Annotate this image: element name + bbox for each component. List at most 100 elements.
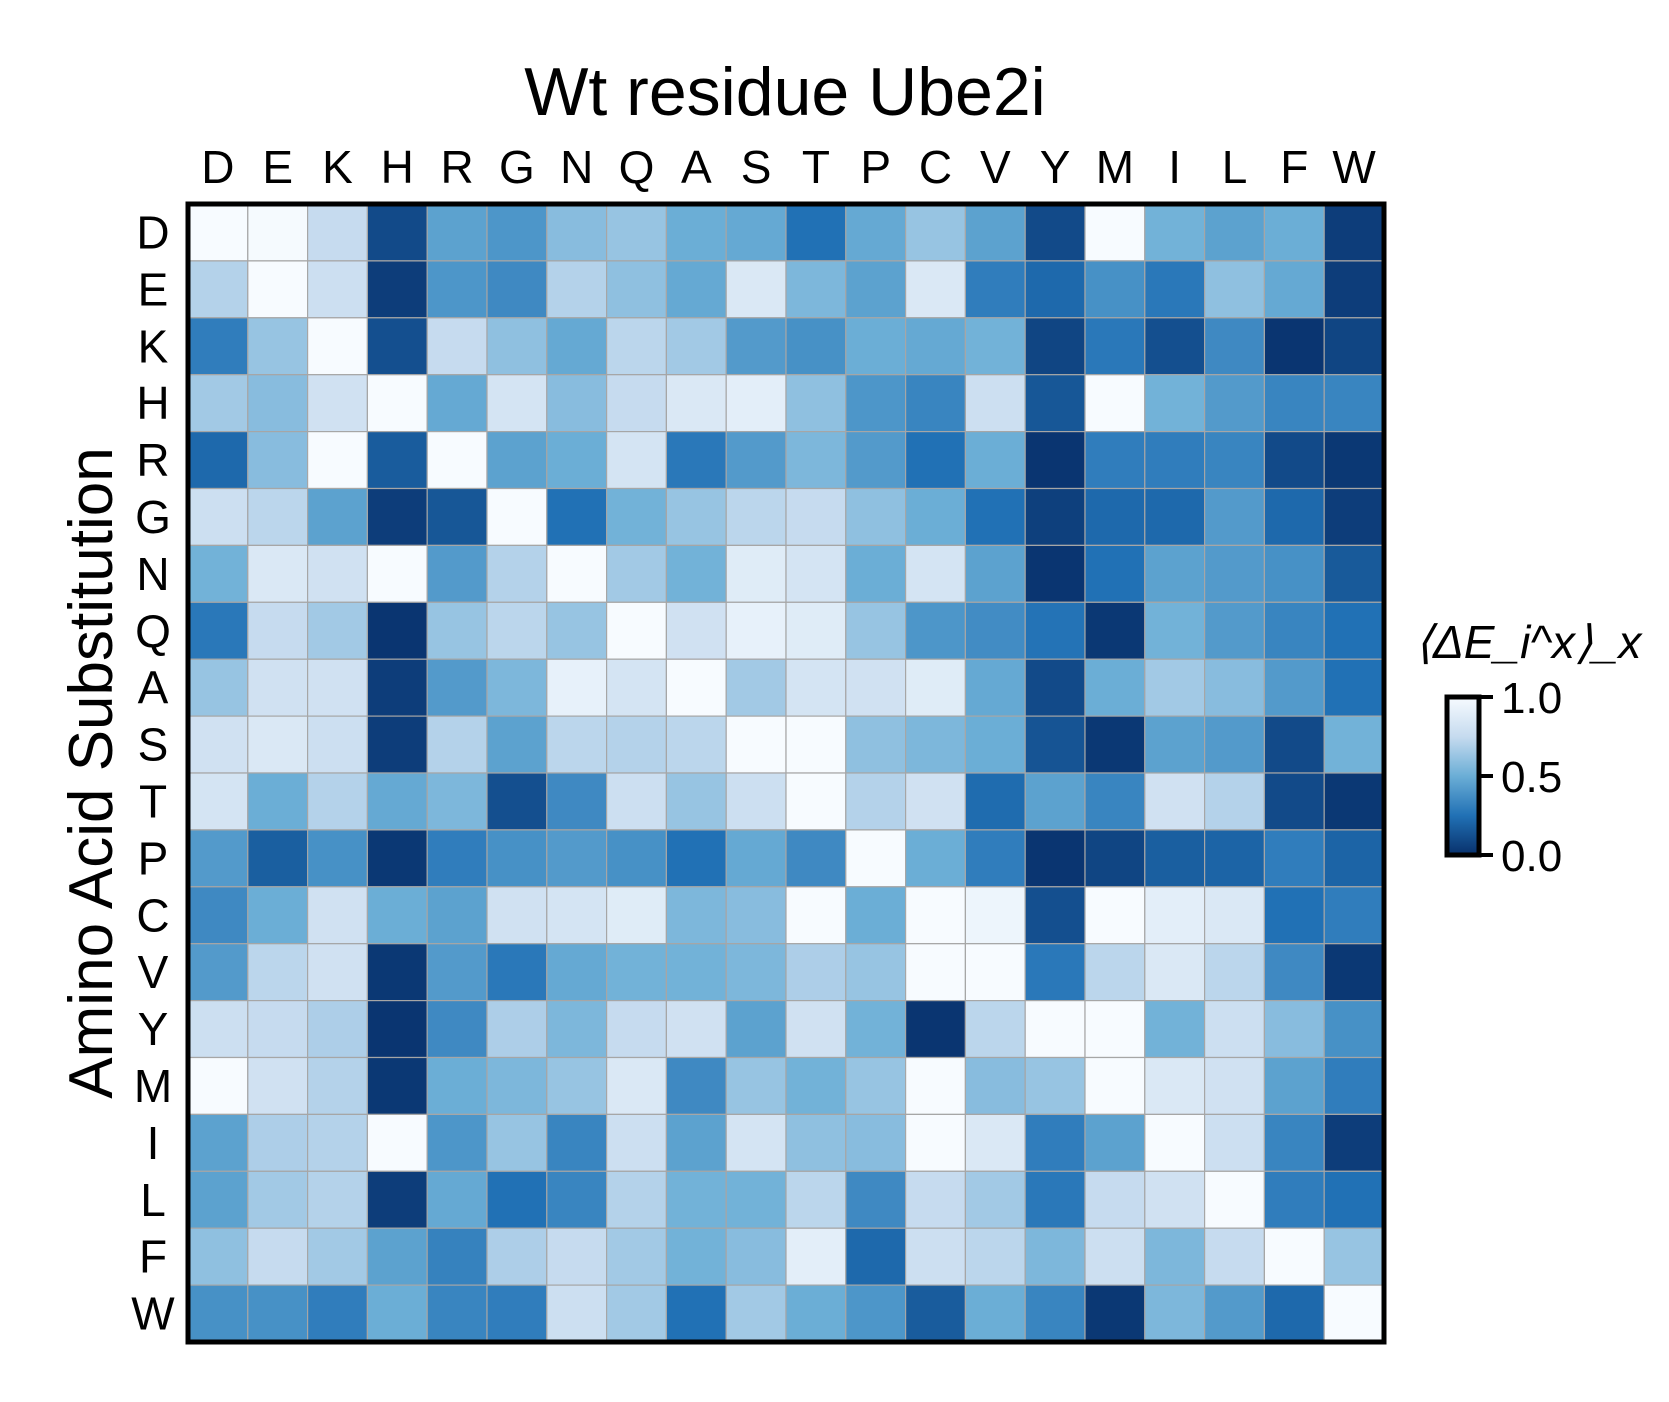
heatmap-cell-F-D	[187, 1227, 249, 1286]
heatmap-cell-K-N	[546, 317, 608, 376]
heatmap-cell-K-V	[964, 317, 1026, 376]
heatmap-cell-K-K	[307, 317, 369, 376]
x-tick-label: H	[381, 141, 414, 193]
heatmap-cell-F-C	[904, 1227, 966, 1286]
heatmap-cell-M-W	[1323, 1056, 1385, 1116]
heatmap-cell-F-G	[486, 1227, 548, 1286]
x-tick-label: V	[980, 141, 1011, 193]
heatmap-cell-L-S	[725, 1170, 787, 1229]
heatmap-cell-L-N	[546, 1170, 608, 1229]
heatmap-cell-L-W	[1323, 1170, 1385, 1229]
heatmap-cell-R-K	[307, 431, 369, 490]
heatmap-cell-S-I	[1144, 715, 1206, 774]
heatmap-cell-N-D	[187, 544, 249, 603]
heatmap-cell-E-D	[187, 260, 249, 319]
heatmap-cell-Y-T	[785, 999, 847, 1059]
heatmap-cell-Q-S	[725, 601, 787, 660]
heatmap-cell-L-G	[486, 1170, 548, 1229]
heatmap-cell-H-S	[725, 374, 787, 433]
heatmap-cell-N-I	[1144, 544, 1206, 603]
heatmap-cell-N-N	[546, 544, 608, 603]
heatmap-cell-C-E	[247, 886, 309, 945]
heatmap-cell-Q-R	[426, 601, 488, 660]
y-tick-label: Q	[135, 605, 171, 657]
heatmap-cell-K-A	[665, 317, 727, 376]
heatmap-cell-F-Y	[1024, 1227, 1086, 1286]
heatmap-cell-E-A	[665, 260, 727, 319]
heatmap-cell-P-H	[366, 829, 428, 888]
heatmap-cell-W-Q	[605, 1284, 667, 1343]
heatmap-cell-R-V	[964, 431, 1026, 490]
heatmap-cell-L-E	[247, 1170, 309, 1229]
heatmap-cell-T-G	[486, 772, 548, 831]
heatmap-cell-D-K	[307, 203, 369, 262]
heatmap-cell-M-M	[1084, 1056, 1146, 1116]
heatmap-cell-G-M	[1084, 487, 1146, 547]
heatmap-cell-Y-F	[1263, 999, 1325, 1059]
heatmap-cell-I-V	[964, 1113, 1026, 1172]
heatmap-cell-I-L	[1203, 1113, 1265, 1172]
x-tick-label: M	[1096, 141, 1134, 193]
heatmap-cell-S-N	[546, 715, 608, 774]
heatmap-cell-L-L	[1203, 1170, 1265, 1229]
heatmap-cell-F-M	[1084, 1227, 1146, 1286]
x-tick-label: G	[499, 141, 535, 193]
heatmap-cell-T-F	[1263, 772, 1325, 831]
heatmap-cell-F-H	[366, 1227, 428, 1286]
heatmap-cell-P-P	[845, 829, 907, 888]
heatmap-cell-H-G	[486, 374, 548, 433]
heatmap-cell-V-L	[1203, 943, 1265, 1002]
heatmap-cell-T-W	[1323, 772, 1385, 831]
heatmap-cell-Q-L	[1203, 601, 1265, 660]
heatmap-cell-K-E	[247, 317, 309, 376]
heatmap-cell-L-D	[187, 1170, 249, 1229]
heatmap-cell-S-M	[1084, 715, 1146, 774]
heatmap-cell-N-M	[1084, 544, 1146, 603]
heatmap-cell-Y-G	[486, 999, 548, 1059]
heatmap-cell-I-P	[845, 1113, 907, 1172]
heatmap-cell-S-S	[725, 715, 787, 774]
heatmap-cell-M-Q	[605, 1056, 667, 1116]
heatmap-cell-E-S	[725, 260, 787, 319]
heatmap-cell-S-Y	[1024, 715, 1086, 774]
heatmap-cell-H-N	[546, 374, 608, 433]
heatmap-cell-E-N	[546, 260, 608, 319]
heatmap-cell-M-N	[546, 1056, 608, 1116]
heatmap-cell-R-Q	[605, 431, 667, 490]
heatmap-cell-C-G	[486, 886, 548, 945]
heatmap-cell-G-P	[845, 487, 907, 547]
heatmap-cell-F-E	[247, 1227, 309, 1286]
heatmap-cell-S-V	[964, 715, 1026, 774]
heatmap-cell-M-E	[247, 1056, 309, 1116]
heatmap-cell-V-P	[845, 943, 907, 1002]
heatmap-cell-S-W	[1323, 715, 1385, 774]
heatmap-cell-N-C	[904, 544, 966, 603]
heatmap-cell-L-I	[1144, 1170, 1206, 1229]
heatmap-cell-Q-M	[1084, 601, 1146, 660]
heatmap-cell-T-M	[1084, 772, 1146, 831]
heatmap-cell-Q-H	[366, 601, 428, 660]
heatmap-cell-R-C	[904, 431, 966, 490]
heatmap-cell-R-E	[247, 431, 309, 490]
y-tick-label: P	[138, 832, 169, 884]
heatmap-cell-V-A	[665, 943, 727, 1002]
heatmap-cell-N-E	[247, 544, 309, 603]
x-tick-label: Y	[1040, 141, 1071, 193]
heatmap-cell-W-F	[1263, 1284, 1325, 1343]
heatmap-cell-D-I	[1144, 203, 1206, 262]
heatmap-cell-S-T	[785, 715, 847, 774]
heatmap-cell-F-W	[1323, 1227, 1385, 1286]
heatmap-cell-D-D	[187, 203, 249, 262]
heatmap-cell-I-K	[307, 1113, 369, 1172]
heatmap-cell-H-R	[426, 374, 488, 433]
heatmap-cell-C-W	[1323, 886, 1385, 945]
heatmap-cell-P-T	[785, 829, 847, 888]
heatmap-cell-Y-L	[1203, 999, 1265, 1059]
heatmap-cell-I-N	[546, 1113, 608, 1172]
heatmap-cell-L-F	[1263, 1170, 1325, 1229]
heatmap-cell-M-I	[1144, 1056, 1206, 1116]
x-tick-label: T	[802, 141, 830, 193]
y-tick-label: Y	[138, 1003, 169, 1055]
